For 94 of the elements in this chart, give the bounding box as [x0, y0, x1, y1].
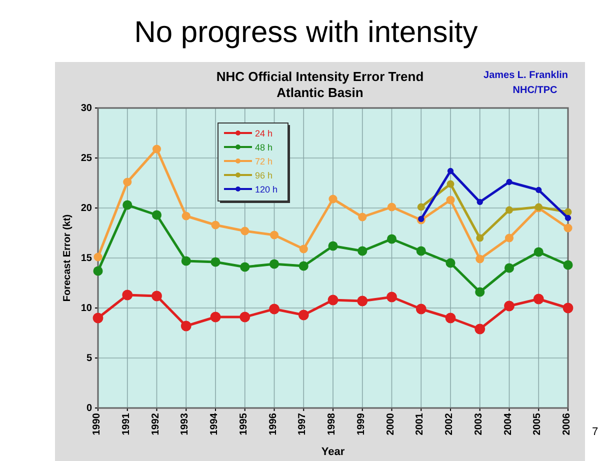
point — [564, 224, 572, 232]
x-tick-label: 1991 — [120, 412, 132, 436]
point — [506, 206, 513, 214]
point — [357, 296, 368, 306]
x-tick-label: 2002 — [444, 412, 455, 436]
point — [328, 294, 338, 306]
text: NHC/TPC — [512, 85, 558, 96]
point — [299, 244, 308, 254]
point — [152, 144, 162, 154]
legend-label: 48 h — [255, 142, 273, 152]
point — [181, 256, 191, 266]
point — [386, 234, 397, 244]
y-tick-label: 5 — [86, 353, 92, 364]
x-axis-title: Year — [321, 446, 346, 458]
legend-label: 120 h — [255, 184, 278, 194]
point — [298, 310, 309, 320]
point — [445, 312, 456, 324]
y-tick-label: 15 — [80, 253, 92, 264]
point — [240, 262, 250, 272]
y-tick-label: 30 — [80, 103, 92, 114]
x-tick-label: 2004 — [502, 412, 514, 436]
point — [298, 261, 308, 271]
point — [476, 198, 483, 206]
legend-label: 72 h — [255, 156, 273, 166]
point — [270, 230, 279, 240]
point — [152, 290, 162, 302]
point — [476, 234, 484, 242]
point — [328, 241, 338, 251]
point — [446, 196, 455, 204]
point — [210, 257, 220, 267]
x-tick-label: 2006 — [562, 412, 572, 436]
x-tick-label: 1990 — [92, 412, 102, 436]
point — [269, 304, 280, 314]
x-tick-label: 1992 — [150, 412, 162, 436]
y-tick-label: 0 — [86, 403, 92, 414]
legend-label: 24 h — [255, 128, 273, 138]
x-tick-label: 1999 — [356, 412, 367, 436]
point — [122, 290, 133, 300]
point — [269, 259, 280, 269]
point — [387, 202, 396, 212]
x-tick-label: 2001 — [414, 412, 426, 436]
point — [122, 200, 132, 210]
point — [504, 234, 514, 242]
point — [386, 292, 397, 302]
x-tick-label: 1998 — [326, 412, 338, 436]
point — [534, 247, 544, 257]
point — [416, 246, 426, 256]
y-tick-label: 20 — [80, 203, 92, 214]
point — [476, 254, 484, 264]
point — [152, 210, 162, 220]
point — [94, 252, 102, 262]
chart-subtitle: NHC Official Intensity Error Trend Atlantic Basin — [216, 69, 424, 100]
point — [446, 258, 456, 268]
x-tick-label: 1996 — [268, 412, 279, 436]
point — [562, 302, 574, 314]
point — [328, 194, 338, 204]
point — [504, 263, 514, 273]
point — [211, 220, 220, 230]
x-tick-label: 1997 — [297, 412, 308, 436]
point — [506, 178, 512, 186]
y-axis-title: Forecast Error (kt) — [62, 214, 73, 302]
y-tick-label: 10 — [80, 303, 92, 314]
x-tick-label: 1995 — [238, 412, 250, 436]
point — [417, 203, 425, 211]
x-tick-label: 2000 — [385, 412, 396, 436]
point — [240, 226, 250, 236]
text: 7 — [592, 426, 598, 438]
point — [475, 287, 485, 297]
point — [210, 312, 221, 322]
point — [533, 294, 544, 304]
point — [93, 266, 103, 276]
x-tick-label: 2003 — [473, 412, 484, 436]
point — [240, 312, 250, 322]
text: James L. Franklin — [484, 70, 568, 81]
x-tick-label: 1993 — [180, 412, 191, 436]
legend-label: 96 h — [255, 170, 273, 180]
x-tick-label: 2005 — [532, 412, 544, 436]
y-tick-label: 25 — [80, 153, 92, 164]
point — [180, 320, 192, 332]
point — [446, 180, 454, 188]
point — [504, 300, 514, 312]
point — [536, 186, 542, 194]
point — [416, 304, 426, 314]
point — [92, 312, 104, 324]
point — [358, 246, 368, 256]
point — [358, 212, 367, 222]
x-tick-label: 1994 — [209, 412, 220, 436]
point — [182, 212, 190, 220]
point — [474, 324, 486, 334]
point — [564, 214, 572, 222]
point — [563, 260, 573, 270]
chart-title: No progress with intensity — [134, 16, 478, 49]
point — [447, 168, 454, 174]
point — [123, 178, 132, 186]
